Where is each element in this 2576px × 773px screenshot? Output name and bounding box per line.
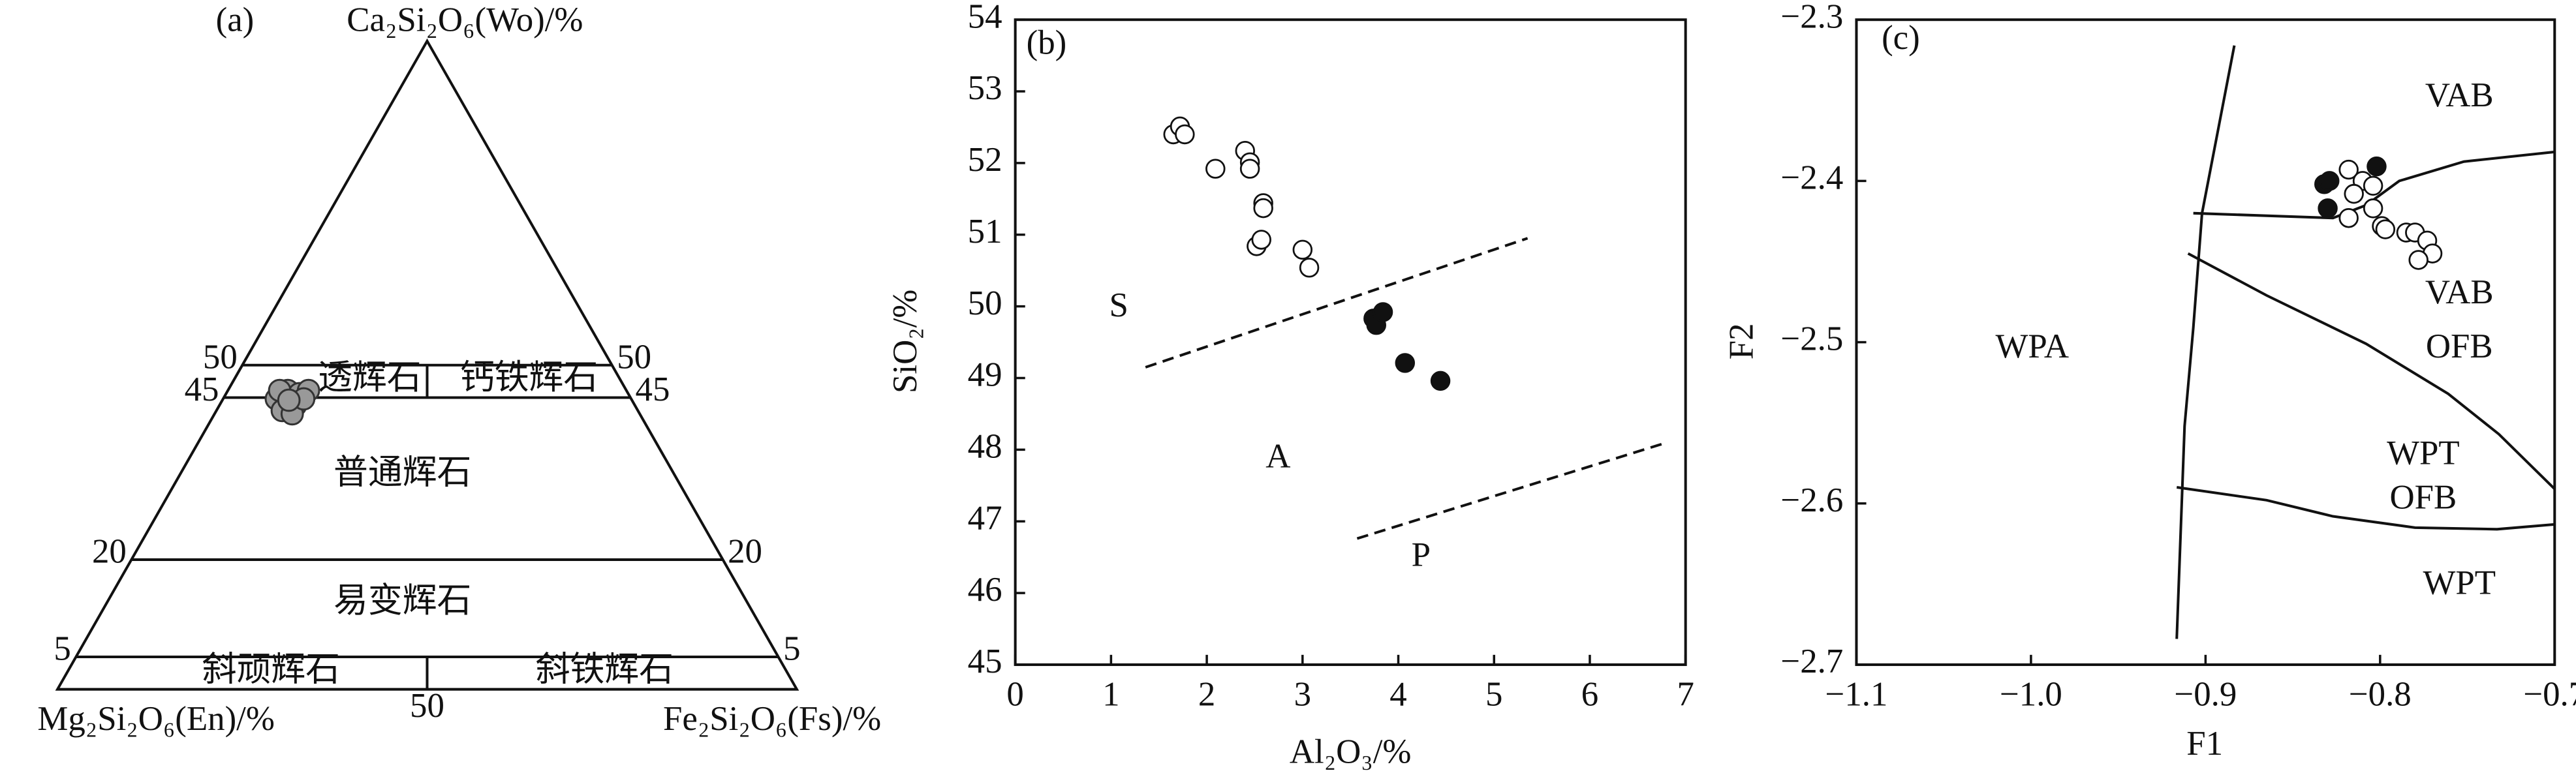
x-tick-label: 2 (1198, 675, 1215, 713)
annotation: P (1412, 536, 1431, 574)
y-tick-label: −2.5 (1780, 320, 1843, 358)
x-tick-label: 5 (1485, 675, 1502, 713)
y-axis-label: SiO₂/% (886, 290, 924, 393)
y-tick-label: 50 (968, 284, 1002, 322)
boundary-line (2193, 150, 2555, 220)
apex-label: Fe₂Si₂O₆(Fs)/% (663, 700, 881, 738)
boundary-line (2176, 486, 2555, 531)
point (1239, 159, 1260, 179)
y-tick-label: 53 (968, 69, 1002, 107)
y-tick-label: 46 (968, 571, 1002, 609)
x-axis-label: F1 (2186, 725, 2223, 763)
annotation: WPT (2423, 564, 2496, 601)
y-tick-label: 51 (968, 213, 1002, 250)
left-tick-label: 50 (203, 338, 238, 376)
panel-label: (a) (216, 1, 255, 38)
plot-frame (1014, 18, 1687, 666)
x-tick-label: 3 (1294, 675, 1311, 713)
point (1205, 159, 1226, 179)
right-tick-label: 5 (783, 630, 800, 668)
annotation: A (1265, 438, 1290, 476)
point (2344, 183, 2364, 204)
panel-label: (b) (1027, 24, 1067, 62)
point (2375, 219, 2396, 239)
annotation: OFB (2426, 327, 2493, 365)
y-tick-label: 48 (968, 427, 1002, 465)
point (1251, 230, 1271, 250)
point (1395, 353, 1416, 373)
left-tick-label: 20 (92, 533, 127, 571)
x-tick-label: −0.8 (2349, 675, 2412, 713)
x-tick-label: 0 (1006, 675, 1023, 713)
field-label: 普通辉石 (334, 454, 471, 492)
y-tick-label: 47 (968, 499, 1002, 537)
x-tick-label: 7 (1677, 675, 1694, 713)
boundary-line (2175, 45, 2236, 639)
apex-label: Ca₂Si₂O₆(Wo)/% (347, 1, 583, 38)
point (1299, 258, 1320, 278)
x-tick-label: 4 (1389, 675, 1406, 713)
annotation: WPT (2387, 434, 2460, 472)
x-tick-label: −0.7 (2523, 675, 2576, 713)
point (1253, 198, 1273, 219)
point (277, 388, 301, 412)
point (2363, 175, 2383, 196)
y-tick-label: 52 (968, 141, 1002, 179)
annotation: VAB (2425, 273, 2494, 311)
y-tick-label: 45 (968, 643, 1002, 680)
x-axis-label: Al₂O₃/% (1290, 733, 1412, 770)
x-tick-label: −1.0 (2000, 675, 2062, 713)
left-tick-label: 5 (54, 630, 70, 668)
right-tick-label: 20 (728, 533, 762, 571)
left-tick-label: 45 (185, 371, 219, 408)
boundary-line (1145, 237, 1529, 369)
bottom-tick-label: 50 (410, 687, 444, 725)
panel-label: (c) (1882, 19, 1920, 57)
right-tick-label: 45 (636, 371, 670, 408)
point (2338, 208, 2359, 228)
annotation: S (1110, 286, 1128, 324)
apex-label: Mg₂Si₂O₆(En)/% (37, 700, 274, 738)
x-tick-label: −1.1 (1825, 675, 1888, 713)
y-tick-label: −2.4 (1780, 159, 1843, 197)
y-tick-label: −2.6 (1780, 481, 1843, 519)
y-tick-label: 49 (968, 356, 1002, 394)
field-label: 易变辉石 (334, 582, 471, 620)
x-tick-label: 1 (1102, 675, 1119, 713)
y-tick-label: −2.7 (1780, 643, 1843, 680)
point (2363, 198, 2383, 219)
boundary-line (2187, 252, 2556, 490)
right-tick-label: 50 (617, 338, 651, 376)
annotation: VAB (2425, 76, 2494, 114)
y-tick-label: −2.3 (1780, 0, 1843, 35)
annotation: WPA (1996, 327, 2070, 365)
point (2367, 156, 2387, 177)
point (2320, 171, 2340, 191)
point (1430, 371, 1451, 391)
x-tick-label: −0.9 (2174, 675, 2237, 713)
point (1292, 239, 1313, 260)
annotation: OFB (2389, 478, 2457, 516)
boundary-line (1356, 442, 1665, 540)
y-axis-label: F2 (1722, 323, 1760, 359)
point (1175, 124, 1195, 145)
point (2318, 198, 2338, 219)
x-tick-label: 6 (1581, 675, 1598, 713)
point (2338, 159, 2359, 180)
point (1373, 302, 1393, 322)
y-tick-label: 54 (968, 0, 1002, 35)
point (2408, 250, 2429, 270)
